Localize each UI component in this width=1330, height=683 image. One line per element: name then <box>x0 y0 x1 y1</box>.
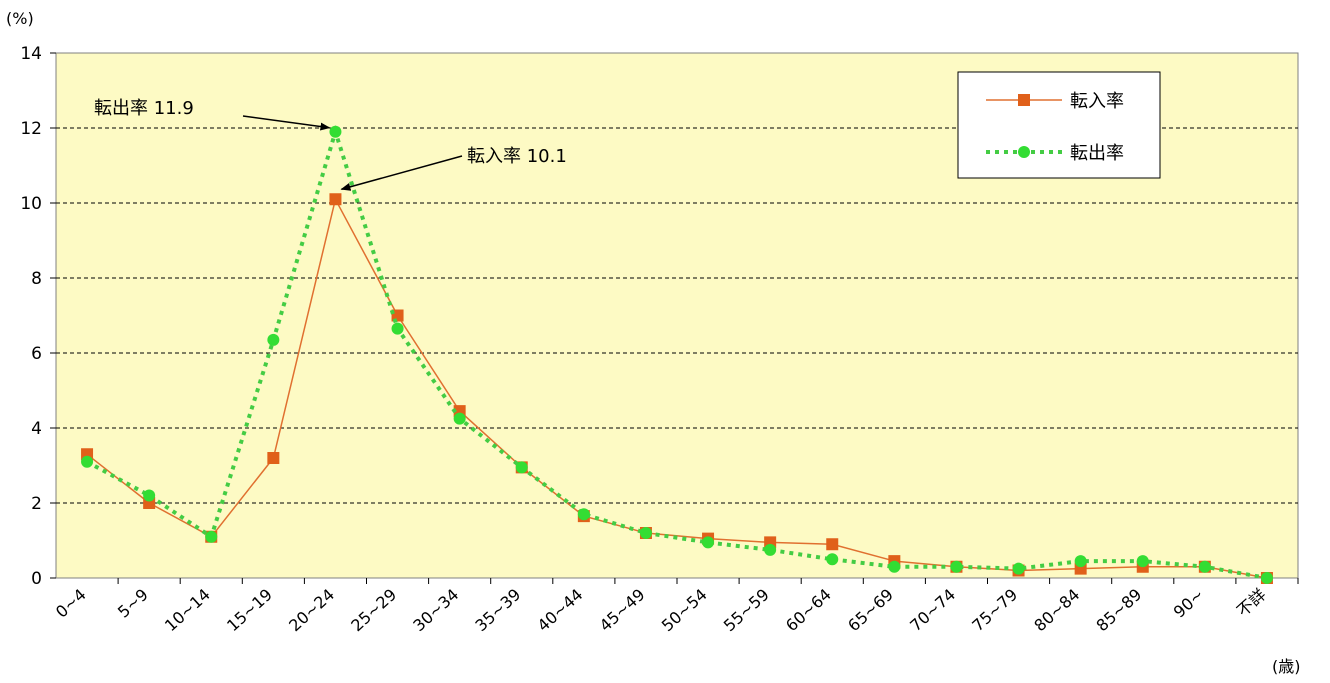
x-tick-label: 60~64 <box>782 585 835 635</box>
data-point-circle <box>950 560 963 573</box>
x-tick-label: 65~69 <box>844 585 897 635</box>
x-tick-label: 70~74 <box>906 585 959 635</box>
data-point-square <box>826 538 839 551</box>
data-point-circle <box>143 489 156 502</box>
data-point-circle <box>1260 572 1273 584</box>
series-group <box>81 124 1273 584</box>
data-point-circle <box>1136 555 1149 568</box>
annotation-arrow <box>242 115 331 131</box>
y-axis: 0 2 4 6 8 10 12 14 <box>20 44 56 589</box>
data-point-circle <box>205 530 218 543</box>
data-point-circle <box>267 333 280 346</box>
data-point-circle <box>1198 560 1211 573</box>
x-tick-label: 5~9 <box>114 585 152 622</box>
legend-marker-square <box>1018 94 1030 106</box>
x-tick-label: 0~4 <box>52 585 90 622</box>
x-tick-label: 45~49 <box>596 585 649 635</box>
data-point-circle <box>1074 555 1087 568</box>
annotation-arrow <box>340 155 463 191</box>
y-axis-unit: (%) <box>6 9 34 28</box>
annotation-label: 転入率 10.1 <box>467 146 567 167</box>
x-tick-label: 20~24 <box>285 585 338 635</box>
annotation-label: 転出率 11.9 <box>94 98 194 119</box>
y-tick-label: 4 <box>31 419 42 439</box>
y-tick-label: 12 <box>20 119 42 139</box>
x-tick-label: 35~39 <box>471 585 524 635</box>
data-point-circle <box>764 543 777 556</box>
x-tick-label: 不詳 <box>1233 585 1270 621</box>
data-point-circle <box>329 125 342 138</box>
x-tick-label: 30~34 <box>409 585 462 635</box>
x-tick-label: 10~14 <box>161 585 214 635</box>
x-tick-label: 50~54 <box>658 585 711 635</box>
gridlines <box>56 127 1298 504</box>
x-tick-label: 15~19 <box>223 585 276 635</box>
legend-label: 転入率 <box>1070 91 1124 112</box>
data-point-circle <box>391 322 404 335</box>
x-tick-label: 85~89 <box>1092 585 1145 635</box>
y-tick-label: 0 <box>31 569 42 589</box>
data-point-circle <box>577 508 590 521</box>
x-tick-label: 25~29 <box>347 585 400 635</box>
data-point-circle <box>639 527 652 539</box>
x-tick-label: 75~79 <box>968 585 1021 635</box>
series-line-1 <box>86 124 1268 580</box>
y-tick-label: 8 <box>31 269 42 289</box>
x-axis: 0~4 5~9 10~14 15~19 20~24 25~29 30~34 35~39 40~4… <box>52 578 1299 635</box>
data-point-circle <box>453 412 466 425</box>
x-tick-label: 90~ <box>1170 585 1208 622</box>
data-point-circle <box>826 553 839 566</box>
x-axis-unit: (歳) <box>1272 657 1301 676</box>
legend-marker-circle <box>1018 146 1030 158</box>
y-tick-label: 14 <box>20 44 42 64</box>
data-point-circle <box>81 455 94 468</box>
x-tick-label: 55~59 <box>720 585 773 635</box>
data-point-circle <box>1012 562 1025 575</box>
legend-box <box>957 71 1161 179</box>
y-tick-label: 6 <box>31 344 42 364</box>
legend-label: 転出率 <box>1070 143 1124 164</box>
x-tick-label: 40~44 <box>534 585 587 635</box>
y-tick-label: 10 <box>20 194 42 214</box>
data-point-circle <box>515 461 528 474</box>
data-point-square <box>267 452 280 464</box>
data-point-square <box>329 193 342 206</box>
x-tick-label: 80~84 <box>1030 585 1083 635</box>
data-point-circle <box>702 536 715 549</box>
data-point-circle <box>888 560 901 573</box>
y-tick-label: 2 <box>31 494 42 514</box>
annotations: 転出率 11.9 転入率 10.1 <box>94 98 567 191</box>
